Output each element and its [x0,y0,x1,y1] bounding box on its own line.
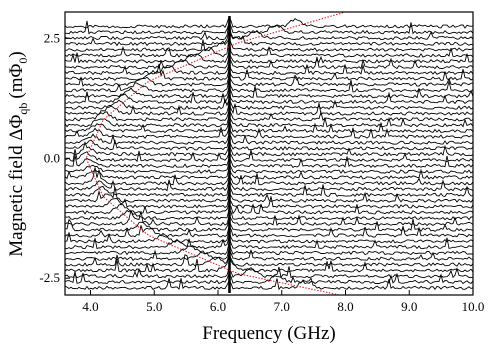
spectrum-trace [65,120,473,134]
y-tick-label: 2.5 [44,30,60,45]
spectrum-trace [65,63,473,81]
spectrum-trace [65,15,473,29]
x-axis-ticks: 4.0 5.0 6.0 7.0 8.0 9.0 10.0 [82,290,484,314]
spectrum-trace [65,74,473,87]
spectrum-trace [65,186,473,203]
spectrum-trace [65,162,473,174]
y-axis-ticks: 2.5 0.0 -2.5 [39,30,70,285]
spectrum-trace [65,137,473,151]
y-tick-label: -2.5 [39,270,60,285]
y-axis-label: Magnetic field ΔΦqb(mΦ0) [6,51,30,257]
spectrum-traces [65,15,473,293]
spectrum-trace [65,208,473,221]
spectrum-trace [65,252,473,273]
spectrum-trace [65,141,473,157]
spectrum-trace [65,98,473,111]
spectrum-trace [65,235,473,250]
x-tick-label: 6.0 [210,299,226,314]
spectrum-trace [65,114,473,128]
spectrum-trace [65,247,473,261]
spectrum-trace [65,238,473,256]
spectrum-trace [65,196,473,209]
x-tick-label: 8.0 [337,299,353,314]
spectrum-trace [65,30,473,47]
y-tick-label: 0.0 [44,150,60,165]
spectrum-trace [65,229,473,244]
spectrum-trace [65,109,473,122]
spectrum-trace [65,166,473,180]
spectrum-trace [65,155,473,169]
x-tick-label: 9.0 [401,299,417,314]
spectrum-trace [65,127,473,140]
spectrum-trace [65,85,473,99]
spectrum-trace [65,266,473,285]
spectrum-trace [65,202,473,215]
spectrum-trace [65,102,473,116]
x-axis-label: Frequency (GHz) [202,323,335,344]
spectrum-trace [65,62,473,76]
spectrum-trace [65,91,473,105]
spectrum-trace [65,37,473,52]
spectrum-trace [65,51,473,64]
spectrum-trace [65,36,473,58]
spectrum-trace [65,167,473,186]
spectrum-trace [65,55,473,70]
spectrum-trace [65,178,473,192]
spectrum-trace [65,209,473,227]
spectrum-trace [65,78,473,93]
spectrum-trace [65,225,473,238]
x-tick-label: 10.0 [462,299,485,314]
spectrum-trace [65,20,473,35]
plot-frame [64,11,474,296]
spectrum-trace [65,218,473,232]
x-tick-label: 7.0 [274,299,290,314]
spectrum-trace [65,22,473,41]
x-tick-label: 4.0 [82,299,98,314]
x-tick-label: 5.0 [146,299,162,314]
spectrum-trace [65,133,473,145]
spectrum-trace [65,254,473,267]
fit-curve-group [85,12,346,295]
spectrum-trace [65,266,473,279]
fit-curve [85,12,346,295]
spectrum-trace [65,277,473,291]
spectrum-trace [65,183,473,198]
